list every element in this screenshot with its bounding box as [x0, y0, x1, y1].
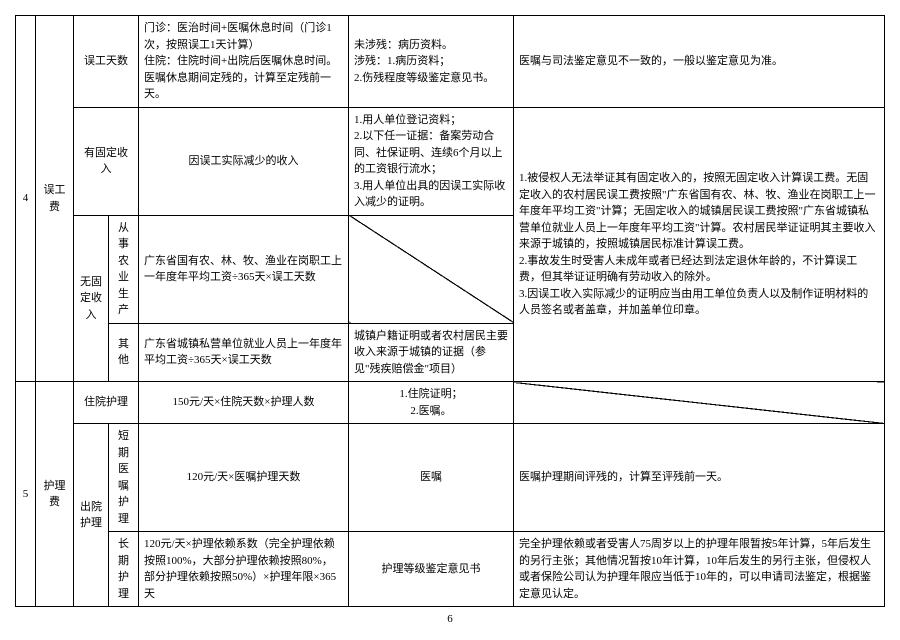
row5-sub-inhosp: 住院护理	[74, 382, 139, 424]
row4-agri-formula: 广东省国有农、林、牧、渔业在岗职工上一年度年平均工资÷365天×误工天数	[139, 215, 349, 323]
row5-num: 5	[16, 382, 36, 607]
row5-long-formula: 120元/天×护理依赖系数（完全护理依赖按照100%，大部分护理依赖按照80%，…	[139, 532, 349, 607]
row4-sub-agri: 从事农业生产	[109, 215, 139, 323]
row5-short-formula: 120元/天×医嘱护理天数	[139, 424, 349, 532]
row5-inhosp-formula: 150元/天×住院天数×护理人数	[139, 382, 349, 424]
compensation-table: 4 误工费 误工天数 门诊：医治时间+医嘱休息时间（门诊1次，按照误工1天计算）…	[15, 15, 885, 607]
row5-long-evidence: 护理等级鉴定意见书	[349, 532, 514, 607]
row4-fixed-evidence: 1.用人单位登记资料；2.以下任一证据：备案劳动合同、社保证明、连续6个月以上的…	[349, 107, 514, 215]
row5-short-note: 医嘱护理期间评残的，计算至评残前一天。	[514, 424, 885, 532]
row4-fixed-formula: 因误工实际减少的收入	[139, 107, 349, 215]
page-number: 6	[15, 613, 885, 625]
row5-sub-outhosp: 出院护理	[74, 424, 109, 607]
row4-other-evidence: 城镇户籍证明或者农村居民主要收入来源于城镇的证据（参见"残疾赔偿金"项目）	[349, 323, 514, 382]
row4-days-evidence: 未涉残：病历资料。涉残：1.病历资料；2.伤残程度等级鉴定意见书。	[349, 16, 514, 108]
row5-label: 护理费	[36, 382, 74, 607]
row5-inhosp-evidence: 1.住院证明；2.医嘱。	[349, 382, 514, 424]
row4-other-formula: 广东省城镇私营单位就业人员上一年度年平均工资÷365天×误工天数	[139, 323, 349, 382]
row4-merged-note: 1.被侵权人无法举证其有固定收入的，按照无固定收入计算误工费。无固定收入的农村居…	[514, 107, 885, 382]
row4-sub-nofixed: 无固定收入	[74, 215, 109, 382]
row5-sub-long: 长期护理	[109, 532, 139, 607]
row5-short-evidence: 医嘱	[349, 424, 514, 532]
row5-long-note: 完全护理依赖或者受害人75周岁以上的护理年限暂按5年计算，5年后发生的另行主张；…	[514, 532, 885, 607]
row4-sub-other: 其他	[109, 323, 139, 382]
row4-label: 误工费	[36, 16, 74, 382]
row4-agri-evidence-empty	[349, 215, 514, 323]
row4-num: 4	[16, 16, 36, 382]
row5-sub-short: 短期医嘱护理	[109, 424, 139, 532]
row4-days-note: 医嘱与司法鉴定意见不一致的，一般以鉴定意见为准。	[514, 16, 885, 108]
row5-inhosp-note-empty	[514, 382, 885, 424]
row4-sub-fixed: 有固定收入	[74, 107, 139, 215]
row4-sub-days: 误工天数	[74, 16, 139, 108]
row4-days-formula: 门诊：医治时间+医嘱休息时间（门诊1次，按照误工1天计算）住院：住院时间+出院后…	[139, 16, 349, 108]
